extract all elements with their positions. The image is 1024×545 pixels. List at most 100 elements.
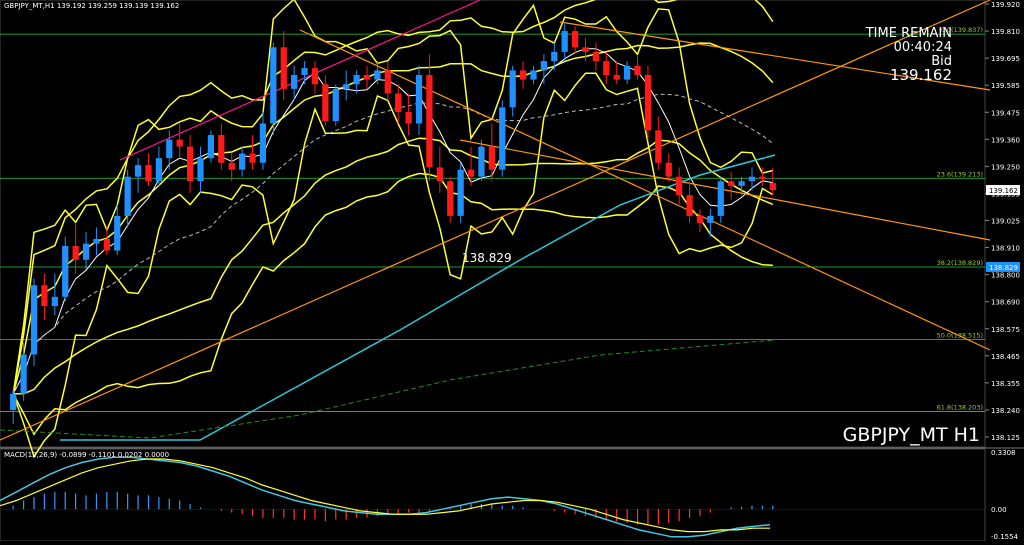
price-axis-label: 138.125 xyxy=(991,434,1020,442)
bull-candle xyxy=(457,169,464,216)
price-axis-label: 139.360 xyxy=(991,136,1020,144)
bear-candle xyxy=(311,68,319,85)
bear-candle xyxy=(186,146,194,182)
macd-axis-label: -0.1554 xyxy=(991,533,1019,541)
bollinger-lower-outer xyxy=(12,172,773,436)
time-remain-countdown: 00:40:24 xyxy=(894,40,952,55)
price-axis-label: 139.025 xyxy=(991,218,1020,226)
bull-candle xyxy=(114,215,121,251)
bear-candle xyxy=(676,176,683,196)
bull-candle xyxy=(20,354,27,394)
swing-low-label: 138.829 xyxy=(462,251,512,265)
fib-level-label: 0.0(139.837) xyxy=(941,26,983,34)
bull-candle xyxy=(343,84,350,89)
macd-label: MACD(12,26,9) -0.0899 -0.1101 0.0202 0.0… xyxy=(4,451,169,459)
trendline xyxy=(0,0,991,441)
bear-candle xyxy=(249,153,256,163)
trendline xyxy=(299,29,991,351)
bear-candle xyxy=(644,74,652,131)
bear-candle xyxy=(395,93,402,112)
bear-candle xyxy=(665,162,672,177)
current-price-text: 139.162 xyxy=(989,187,1018,195)
bull-candle xyxy=(624,65,631,80)
short-band-lower xyxy=(12,72,774,459)
bear-candle xyxy=(384,70,391,94)
bull-candle xyxy=(197,158,204,182)
bull-candle xyxy=(499,107,506,170)
price-axis: 139.920 139.810 139.695 139.585 139.475 139.3… xyxy=(985,1,1020,442)
bull-candle xyxy=(134,165,142,177)
fib-level-label: 61.8(138.203) xyxy=(937,404,983,412)
moving-average-long xyxy=(60,154,776,441)
bull-candle xyxy=(259,123,267,163)
bull-candle xyxy=(239,153,246,170)
bear-candle xyxy=(759,176,766,179)
bear-candle xyxy=(405,111,412,124)
bull-candle xyxy=(270,47,277,124)
bollinger-lower-inner xyxy=(13,137,774,395)
current-price-tag xyxy=(986,185,1020,196)
bear-candle xyxy=(634,65,641,75)
bear-candle xyxy=(228,162,235,170)
price-axis-label: 138.575 xyxy=(991,326,1020,334)
price-axis-label: 139.250 xyxy=(991,163,1020,171)
price-axis-label: 138.800 xyxy=(991,272,1020,280)
symbol-watermark: GBPJPY_MT H1 xyxy=(843,424,980,446)
candlesticks xyxy=(10,24,776,424)
bear-candle xyxy=(145,165,152,182)
bid-label: Bid xyxy=(931,54,952,69)
bull-candle xyxy=(530,70,537,80)
bull-candle xyxy=(10,393,17,410)
macd-indicator: 0.3308 0.00 -0.1554 xyxy=(0,449,1019,541)
bull-candle xyxy=(207,135,215,159)
indicator-lines xyxy=(0,0,991,459)
macd-signal-line xyxy=(0,458,770,533)
trendline xyxy=(559,21,991,91)
bear-candle xyxy=(519,70,527,80)
bear-candle xyxy=(426,74,433,168)
fib-level-label: 23.6(139.213) xyxy=(937,170,983,178)
price-axis-label: 138.690 xyxy=(991,299,1020,307)
bear-candle xyxy=(571,31,579,48)
bull-candle xyxy=(51,296,58,307)
macd-axis-label: 0.3308 xyxy=(991,449,1016,457)
bollinger-upper-outer xyxy=(12,0,774,394)
bear-candle xyxy=(592,51,600,62)
price-axis-label: 139.810 xyxy=(991,28,1020,36)
bear-candle xyxy=(696,215,704,223)
bull-candle xyxy=(93,239,100,244)
bear-candle xyxy=(280,47,287,89)
time-remain-label: TIME REMAIN xyxy=(865,26,952,41)
price-axis-label: 138.240 xyxy=(991,407,1020,415)
bull-candle xyxy=(30,285,38,355)
bull-candle xyxy=(332,88,339,122)
bull-candle xyxy=(166,139,173,159)
bear-candle xyxy=(582,47,589,52)
bear-candle xyxy=(103,239,110,251)
bear-candle xyxy=(363,74,371,80)
bear-candle xyxy=(728,181,735,186)
price-axis-label: 138.465 xyxy=(991,353,1020,361)
bear-candle xyxy=(41,285,48,307)
macd-line xyxy=(0,456,771,538)
channel-line xyxy=(119,0,481,161)
price-axis-label: 138.355 xyxy=(991,380,1020,388)
bear-candle xyxy=(769,183,776,191)
moving-average-short xyxy=(12,48,773,395)
bear-candle xyxy=(218,135,225,163)
bear-candle xyxy=(603,61,610,75)
trendline xyxy=(459,139,991,241)
bull-candle xyxy=(561,31,568,52)
bull-candle xyxy=(291,74,298,89)
bull-candle xyxy=(748,176,756,182)
bull-candle xyxy=(124,176,131,216)
fib-price-text: 138.829 xyxy=(989,264,1018,272)
price-axis-label: 139.695 xyxy=(991,55,1020,63)
fib-price-tag xyxy=(986,261,1020,272)
bull-candle xyxy=(374,70,381,80)
bull-candle xyxy=(62,245,69,297)
bollinger-upper-inner xyxy=(12,42,774,394)
bull-candle xyxy=(509,70,516,108)
